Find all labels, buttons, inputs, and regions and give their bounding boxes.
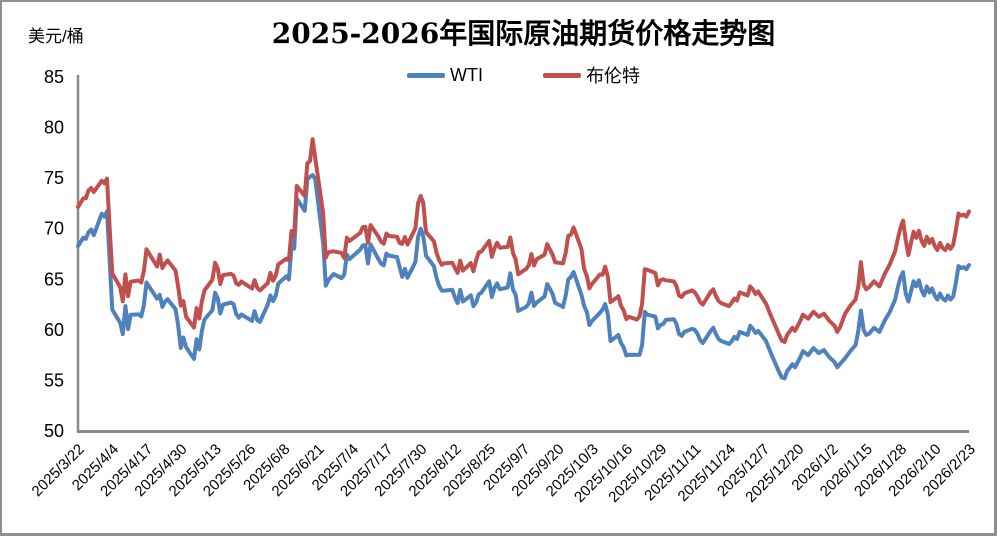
y-tick-label: 80 — [44, 118, 64, 138]
y-tick-label: 50 — [44, 421, 64, 441]
y-axis-unit-label: 美元/桶 — [28, 27, 84, 46]
brent-price-line — [76, 137, 971, 344]
y-tick-label: 85 — [44, 67, 64, 87]
brent-line-swatch-icon — [543, 72, 581, 78]
legend-label-brent: 布伦特 — [586, 66, 640, 86]
chart-title: 2025-2026年国际原油期货价格走势图 — [271, 17, 776, 50]
wti-price-line — [76, 173, 971, 381]
y-tick-label: 55 — [44, 370, 64, 390]
y-tick-label: 60 — [44, 320, 64, 340]
y-tick-label: 70 — [44, 219, 64, 239]
chart-legend: WTI 布伦特 — [78, 62, 969, 88]
y-tick-label: 75 — [44, 168, 64, 188]
legend-item-wti: WTI — [407, 65, 483, 86]
legend-item-brent: 布伦特 — [543, 62, 640, 88]
y-tick-label: 65 — [44, 269, 64, 289]
wti-line-swatch-icon — [407, 72, 445, 78]
legend-label-wti: WTI — [450, 64, 483, 85]
